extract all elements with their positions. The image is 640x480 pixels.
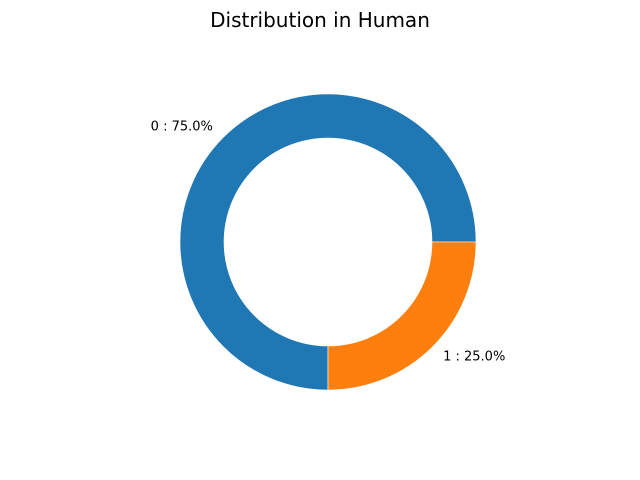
slice-label-0: 0 : 75.0% — [151, 119, 213, 134]
slice-1 — [327, 241, 477, 391]
slice-0 — [179, 93, 477, 391]
slice-label-1: 1 : 25.0% — [443, 350, 505, 365]
chart-title: Distribution in Human — [210, 8, 430, 32]
